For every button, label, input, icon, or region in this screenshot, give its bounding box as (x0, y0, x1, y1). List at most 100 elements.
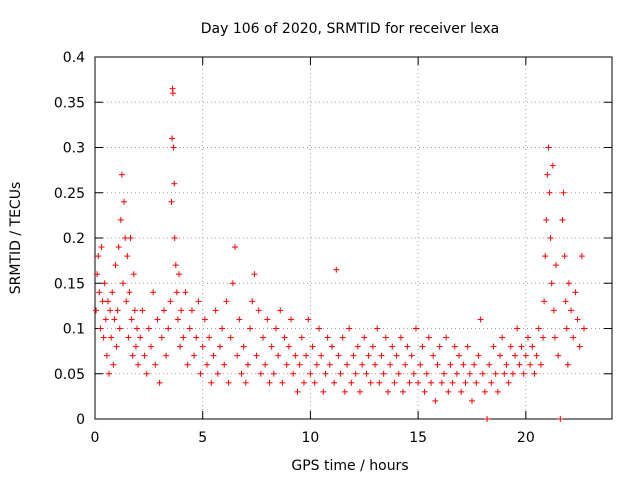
data-point (574, 316, 581, 323)
data-point (270, 370, 277, 377)
data-point (313, 361, 320, 368)
data-point (229, 280, 236, 287)
data-point (112, 262, 119, 269)
data-point (352, 370, 359, 377)
data-point (145, 325, 152, 332)
data-point (562, 298, 569, 305)
data-point (559, 216, 566, 223)
data-point (337, 370, 344, 377)
data-point (260, 334, 267, 341)
data-point (466, 370, 473, 377)
data-point (541, 298, 548, 305)
data-point (93, 307, 100, 314)
data-point (169, 135, 176, 142)
data-point (294, 388, 301, 395)
y-tick-label: 0.1 (63, 322, 85, 338)
data-point (94, 271, 101, 278)
data-point (477, 316, 484, 323)
data-point (501, 370, 508, 377)
data-point (174, 316, 181, 323)
data-point (397, 334, 404, 341)
x-tick-label: 10 (302, 430, 320, 446)
data-point (101, 280, 108, 287)
data-point (171, 235, 178, 241)
data-point (391, 379, 398, 386)
data-point (331, 379, 338, 386)
x-tick-label: 15 (409, 430, 427, 446)
data-point (298, 334, 305, 341)
data-point (170, 144, 177, 151)
data-point (188, 307, 195, 314)
data-point (484, 416, 491, 422)
data-point (158, 334, 165, 341)
data-point (169, 90, 176, 97)
data-point (121, 198, 128, 205)
data-point (451, 343, 458, 350)
data-point (434, 361, 441, 368)
data-point (135, 361, 142, 368)
data-point (257, 370, 264, 377)
data-point (557, 416, 564, 422)
data-point (421, 388, 428, 395)
data-point (281, 334, 288, 341)
data-point (540, 334, 547, 341)
x-tick-label: 0 (91, 430, 100, 446)
data-point (475, 352, 482, 359)
data-point (473, 379, 480, 386)
data-point (305, 316, 312, 323)
data-point (547, 235, 554, 241)
data-point (266, 379, 273, 386)
data-point (496, 352, 503, 359)
data-point (335, 352, 342, 359)
data-point (320, 388, 327, 395)
data-point (109, 289, 116, 296)
data-point (346, 325, 353, 332)
data-point (95, 253, 102, 260)
data-point (548, 280, 555, 287)
data-point (512, 352, 519, 359)
data-point (518, 343, 525, 350)
data-point (130, 271, 137, 278)
data-point (110, 361, 117, 368)
data-point (549, 162, 556, 169)
grid (95, 57, 612, 419)
data-point (212, 307, 219, 314)
data-point (520, 370, 527, 377)
data-point (468, 397, 475, 404)
data-point (415, 379, 422, 386)
data-point (216, 343, 223, 350)
data-point (542, 253, 549, 260)
data-point (311, 379, 318, 386)
y-tick-label: 0.35 (54, 95, 85, 111)
y-tick-label: 0.05 (54, 367, 85, 383)
data-point (560, 189, 567, 196)
data-point (361, 334, 368, 341)
data-point (227, 334, 234, 341)
data-point (578, 253, 585, 260)
data-point (440, 370, 447, 377)
data-point (488, 379, 495, 386)
data-point (565, 280, 572, 287)
data-point (208, 379, 215, 386)
data-point (551, 334, 558, 341)
data-point (374, 325, 381, 332)
data-point (118, 171, 125, 178)
data-point (443, 334, 450, 341)
data-point (98, 244, 105, 251)
data-point (535, 325, 542, 332)
data-point (324, 334, 331, 341)
x-axis-label: GPS time / hours (291, 458, 408, 474)
data-point (369, 343, 376, 350)
data-point (249, 298, 256, 305)
data-point (171, 180, 178, 187)
data-point (344, 361, 351, 368)
data-point (544, 171, 551, 178)
data-point (232, 244, 239, 251)
data-point (154, 316, 161, 323)
data-point (546, 189, 553, 196)
data-point (555, 352, 562, 359)
data-point (288, 316, 295, 323)
data-point (113, 343, 120, 350)
data-point (167, 298, 174, 305)
